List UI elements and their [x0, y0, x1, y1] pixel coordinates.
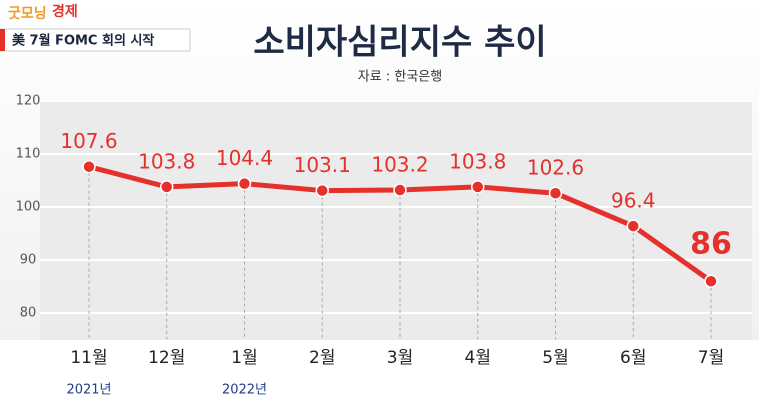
- y-tick-label: 90: [20, 253, 37, 268]
- data-label: 104.4: [216, 146, 273, 170]
- data-label: 103.1: [294, 153, 351, 177]
- data-label: 86: [690, 227, 732, 262]
- plot-area: [40, 101, 752, 340]
- year-label: 2022년: [222, 383, 267, 398]
- data-point: [237, 176, 252, 191]
- x-tick-label: 2월: [309, 348, 335, 368]
- y-tick-label: 100: [16, 200, 41, 215]
- data-label: 102.6: [527, 156, 584, 180]
- y-tick-label: 120: [16, 94, 41, 109]
- marks: 107.6 103.8 104.4 103.1 103.2 103.8 102.6 96.4 8…: [60, 129, 732, 288]
- x-tick-label: 7월: [698, 348, 724, 368]
- data-point: [315, 183, 329, 198]
- y-tick-label: 110: [16, 147, 41, 162]
- x-tick-label: 11월: [70, 348, 107, 368]
- ticker-accent: [0, 29, 5, 51]
- x-tick-label: 12월: [148, 348, 185, 368]
- data-point: [548, 186, 563, 200]
- drop-lines: [88, 166, 712, 340]
- data-point: [82, 159, 96, 174]
- x-tick-label: 4월: [465, 348, 491, 368]
- ticker: 美 7월 FOMC 회의 시작: [12, 33, 154, 49]
- data-point: [704, 274, 718, 288]
- data-label: 103.2: [371, 153, 428, 177]
- y-tick-label: 80: [20, 306, 37, 321]
- grid: [40, 100, 752, 314]
- x-tick-label: 6월: [620, 348, 646, 368]
- data-label: 96.4: [611, 189, 656, 213]
- data-point: [626, 219, 640, 233]
- chart-subtitle: 자료 : 한국은행: [358, 69, 442, 85]
- axis-band: [0, 340, 759, 412]
- data-label: 103.8: [449, 149, 506, 173]
- year-label: 2021년: [66, 383, 111, 398]
- x-tick-label: 1월: [231, 348, 257, 368]
- ticker-box: [0, 28, 191, 52]
- data-label: 107.6: [60, 129, 117, 153]
- x-tick-label: 3월: [387, 348, 413, 368]
- chart-title: 소비자심리지수 추이: [253, 23, 546, 63]
- logo-part: 경제: [52, 3, 78, 20]
- logo-part: 굿모닝: [8, 6, 47, 22]
- x-tick-label: 5월: [542, 348, 568, 368]
- data-point: [160, 180, 174, 194]
- data-label: 103.8: [138, 149, 195, 173]
- data-point: [393, 183, 407, 197]
- data-point: [471, 180, 485, 194]
